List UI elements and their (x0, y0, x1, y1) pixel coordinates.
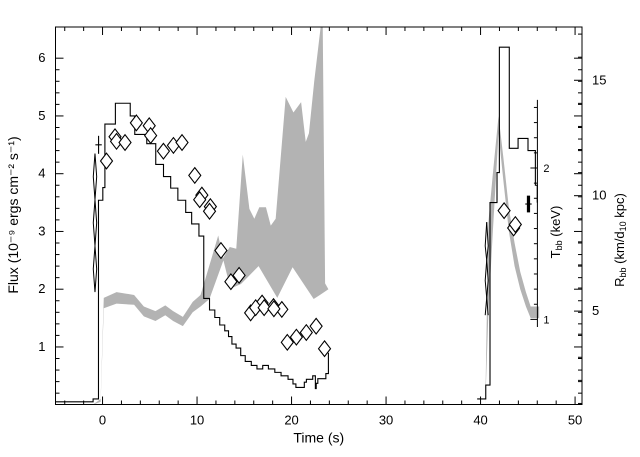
svg-text:10: 10 (592, 188, 606, 203)
svg-text:Flux (10⁻⁹ ergs cm⁻² s⁻¹): Flux (10⁻⁹ ergs cm⁻² s⁻¹) (5, 136, 21, 293)
svg-text:5: 5 (592, 303, 599, 318)
svg-text:10: 10 (190, 413, 204, 428)
svg-text:4: 4 (38, 166, 45, 181)
svg-text:3: 3 (38, 223, 45, 238)
svg-text:5: 5 (38, 108, 45, 123)
svg-text:1: 1 (38, 339, 45, 354)
svg-text:6: 6 (38, 50, 45, 65)
svg-text:Time (s): Time (s) (293, 430, 344, 446)
svg-text:2: 2 (38, 281, 45, 296)
svg-text:40: 40 (473, 413, 487, 428)
svg-text:30: 30 (379, 413, 393, 428)
svg-text:2: 2 (543, 163, 549, 175)
svg-text:Tbb (keV): Tbb (keV) (548, 206, 564, 259)
svg-text:20: 20 (284, 413, 298, 428)
svg-text:Rbb (km/d10 kpc): Rbb (km/d10 kpc) (612, 193, 628, 287)
svg-text:0: 0 (99, 413, 106, 428)
svg-text:1: 1 (543, 314, 549, 326)
svg-text:15: 15 (592, 72, 606, 87)
svg-text:50: 50 (568, 413, 582, 428)
